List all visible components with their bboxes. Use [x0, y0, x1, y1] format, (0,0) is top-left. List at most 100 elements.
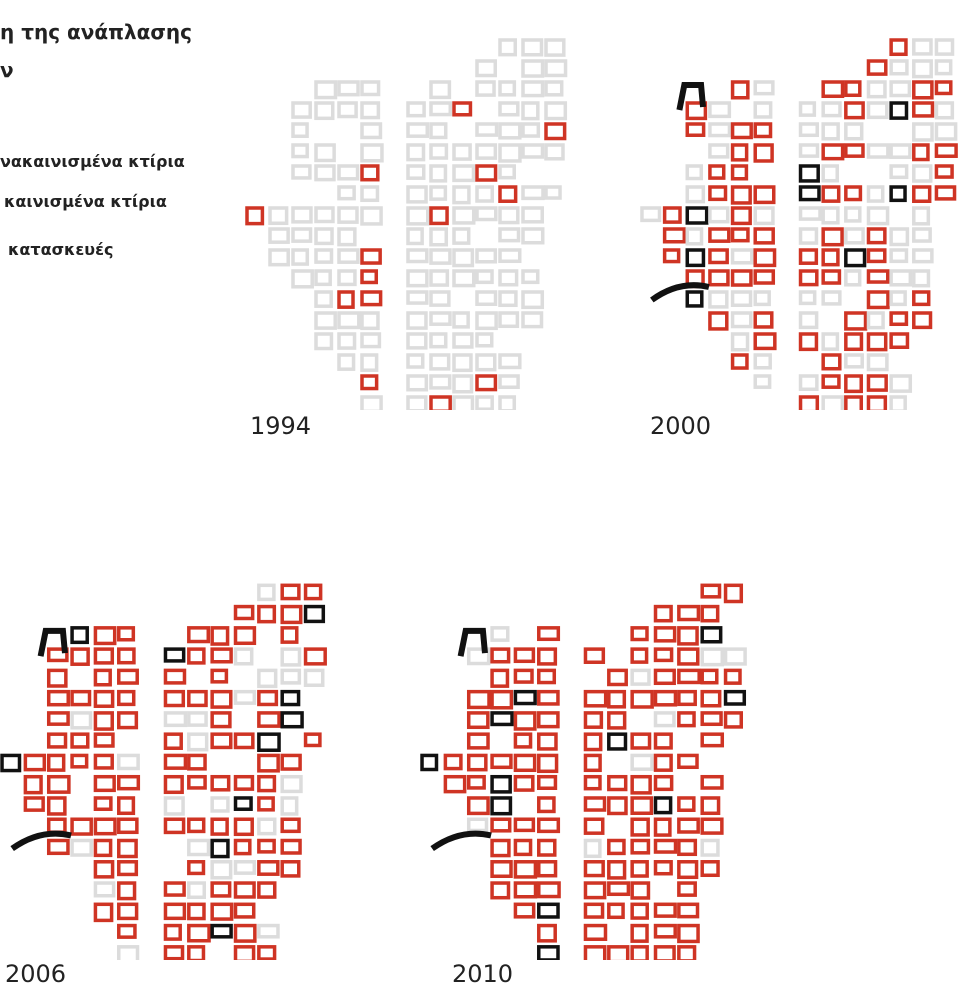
building	[801, 166, 819, 181]
building	[846, 397, 861, 410]
building	[733, 187, 751, 203]
building	[500, 166, 514, 178]
building	[702, 607, 717, 621]
building	[72, 841, 91, 856]
building	[733, 82, 748, 98]
building	[585, 841, 599, 857]
building	[585, 798, 604, 810]
building	[95, 819, 115, 833]
building	[119, 798, 134, 813]
building	[408, 292, 427, 303]
building	[702, 734, 722, 745]
building	[609, 777, 626, 790]
building	[523, 292, 542, 307]
building	[95, 713, 112, 729]
building	[868, 145, 887, 157]
building	[2, 755, 19, 770]
building	[95, 628, 114, 644]
building	[632, 628, 647, 640]
map-year: 2010	[452, 960, 513, 988]
building	[891, 376, 910, 391]
building	[282, 713, 302, 727]
building	[72, 649, 88, 664]
building	[445, 777, 464, 792]
building	[632, 862, 647, 876]
map	[245, 15, 575, 410]
building	[431, 271, 447, 285]
building	[408, 313, 426, 328]
building	[408, 355, 423, 367]
building	[25, 798, 43, 810]
building	[500, 40, 515, 55]
building	[72, 713, 90, 728]
building	[316, 292, 331, 306]
building	[469, 734, 488, 748]
building	[846, 250, 865, 266]
building	[492, 692, 511, 708]
building	[891, 40, 906, 54]
building	[95, 734, 113, 746]
building	[408, 103, 424, 116]
building	[846, 229, 863, 243]
building	[119, 926, 135, 938]
building	[801, 187, 819, 200]
building	[189, 734, 207, 750]
building	[679, 670, 699, 682]
building	[679, 755, 697, 767]
building	[500, 292, 516, 305]
building	[431, 208, 447, 223]
building	[500, 271, 517, 285]
building	[477, 292, 496, 304]
building	[454, 271, 474, 286]
building	[362, 313, 378, 328]
building	[891, 82, 909, 95]
building	[236, 883, 255, 897]
building	[679, 628, 697, 644]
building	[339, 250, 358, 262]
building	[710, 292, 727, 307]
building	[936, 103, 952, 118]
building	[846, 103, 863, 118]
building	[891, 271, 910, 285]
building	[165, 755, 185, 768]
building	[702, 862, 718, 875]
building	[609, 692, 624, 707]
building	[515, 777, 532, 790]
building	[72, 819, 91, 834]
building	[585, 734, 600, 749]
legend-item: κατασκευές	[8, 240, 114, 259]
building	[119, 777, 139, 789]
building	[702, 841, 718, 856]
building	[454, 103, 470, 115]
building	[546, 145, 563, 159]
building	[687, 208, 706, 223]
building	[362, 166, 378, 180]
building	[914, 124, 932, 140]
building	[49, 670, 66, 686]
building	[936, 187, 954, 199]
building	[702, 649, 722, 665]
building	[431, 229, 446, 245]
building	[710, 103, 729, 116]
building	[316, 250, 332, 262]
building	[801, 145, 818, 156]
building	[316, 208, 333, 221]
building	[454, 166, 473, 180]
building	[72, 734, 88, 747]
building	[846, 355, 862, 367]
map	[0, 560, 335, 960]
building	[632, 670, 649, 684]
building	[339, 292, 353, 307]
building	[632, 692, 652, 707]
building	[362, 250, 380, 263]
building	[282, 585, 299, 598]
building	[477, 187, 492, 201]
building	[585, 947, 604, 960]
building	[936, 40, 952, 54]
building	[477, 145, 495, 158]
building	[823, 145, 842, 159]
building	[306, 585, 321, 598]
building	[165, 734, 181, 748]
page: η της ανάπλασης ν νακαινισμένα κτίρια κα…	[0, 0, 965, 992]
building	[259, 607, 274, 622]
